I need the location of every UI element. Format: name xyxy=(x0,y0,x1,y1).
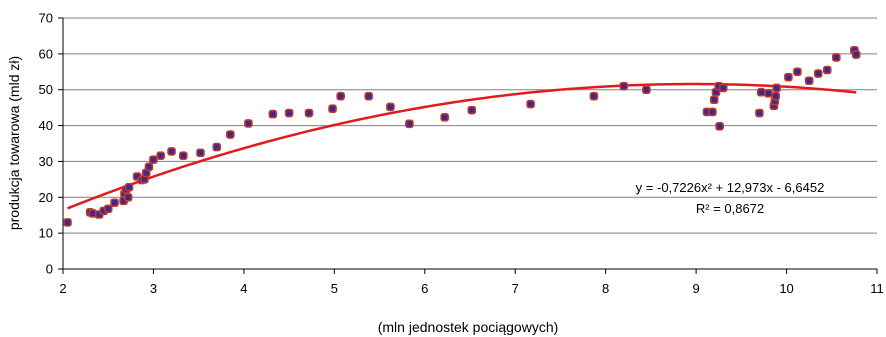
x-tick-label: 2 xyxy=(59,281,66,296)
y-tick-label: 30 xyxy=(39,154,53,169)
data-point xyxy=(642,85,651,95)
data-point xyxy=(123,192,133,202)
data-point xyxy=(328,104,337,114)
x-axis: 2 3 4 5 6 7 8 9 10 11 xyxy=(59,269,884,296)
data-point xyxy=(804,76,814,86)
data-point xyxy=(63,218,72,227)
y-tick-label: 10 xyxy=(39,226,53,241)
x-tick-label: 11 xyxy=(870,281,884,296)
x-tick-label: 8 xyxy=(602,281,609,296)
data-point xyxy=(619,81,629,91)
data-point xyxy=(467,105,477,115)
data-point xyxy=(793,67,802,77)
data-point xyxy=(156,151,165,160)
data-point xyxy=(196,148,205,158)
data-point xyxy=(336,91,345,101)
data-point xyxy=(526,99,535,109)
data-point xyxy=(244,119,253,128)
data-point xyxy=(124,182,134,192)
trend-r2: R² = 0,8672 xyxy=(696,201,764,216)
data-point xyxy=(364,91,374,101)
data-point xyxy=(110,198,119,207)
y-tick-label: 50 xyxy=(39,82,53,97)
y-tick-label: 60 xyxy=(39,46,53,61)
data-point xyxy=(405,119,414,129)
x-tick-label: 6 xyxy=(421,281,428,296)
data-point xyxy=(764,89,773,98)
data-point xyxy=(167,147,176,156)
x-tick-label: 5 xyxy=(331,281,338,296)
data-point xyxy=(718,83,728,93)
data-point xyxy=(304,108,314,118)
data-point xyxy=(709,95,719,105)
data-point xyxy=(708,107,717,117)
data-point xyxy=(822,65,832,75)
data-point xyxy=(226,130,235,139)
trend-equation: y = -0,7226x² + 12,973x - 6,6452 xyxy=(636,180,825,195)
data-point xyxy=(284,108,294,118)
data-point xyxy=(755,108,764,118)
data-point xyxy=(784,72,793,82)
data-point xyxy=(440,113,449,122)
x-tick-label: 9 xyxy=(692,281,699,296)
data-point xyxy=(386,102,395,112)
data-point xyxy=(771,91,781,101)
data-point xyxy=(178,151,188,160)
data-points xyxy=(63,45,861,227)
data-point xyxy=(813,69,823,78)
x-tick-label: 10 xyxy=(779,281,793,296)
data-point xyxy=(831,53,841,62)
data-point xyxy=(851,50,861,59)
data-point xyxy=(212,142,222,152)
plot-frame xyxy=(62,18,877,270)
y-tick-label: 40 xyxy=(39,118,53,133)
x-tick-label: 7 xyxy=(512,281,519,296)
y-axis-title: produkcja towarowa (mld zł) xyxy=(6,56,22,230)
y-axis: 0 10 20 30 40 50 60 70 xyxy=(39,11,63,277)
x-tick-label: 4 xyxy=(240,281,247,296)
data-point xyxy=(589,91,599,101)
data-point xyxy=(715,121,724,131)
data-point xyxy=(772,83,781,93)
data-point xyxy=(756,87,766,97)
x-tick-label: 3 xyxy=(150,281,157,296)
x-axis-title: (mln jednostek pociągowych) xyxy=(378,319,559,335)
data-point xyxy=(103,204,113,214)
y-tick-label: 0 xyxy=(46,262,53,277)
y-tick-label: 70 xyxy=(39,11,53,26)
data-point xyxy=(144,162,154,172)
data-point xyxy=(149,155,158,164)
data-point xyxy=(268,109,278,119)
y-tick-label: 20 xyxy=(39,190,53,205)
